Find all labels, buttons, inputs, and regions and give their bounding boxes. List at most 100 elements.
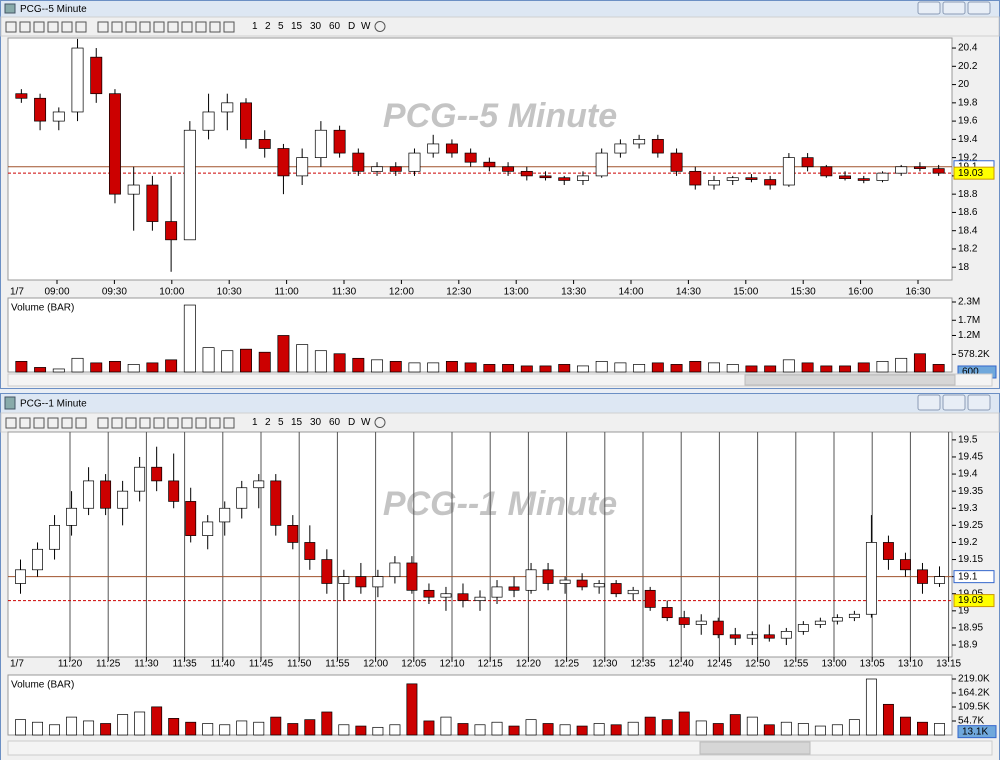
window-title: PCG--1 Minute (20, 399, 87, 410)
timeframe-button[interactable]: 15 (291, 417, 303, 428)
toolbar-icon[interactable] (125, 417, 137, 429)
toolbar-icon[interactable] (153, 21, 165, 33)
maximize-button[interactable] (942, 394, 966, 411)
toolbar-icon[interactable] (139, 417, 151, 429)
toolbar-icon[interactable] (111, 417, 123, 429)
y-tick-label: 19.6 (958, 116, 978, 127)
toolbar-icon[interactable] (19, 417, 31, 429)
x-tick-label: 11:30 (134, 659, 159, 670)
x-tick-label: 12:50 (745, 659, 770, 670)
volume-bar (502, 364, 515, 373)
price-tag-label: 19.03 (958, 168, 983, 179)
scroll-thumb[interactable] (744, 374, 956, 386)
toolbar-icon[interactable] (97, 417, 109, 429)
timeframe-button[interactable]: 2 (265, 21, 271, 32)
minimize-button[interactable] (917, 394, 941, 411)
close-button[interactable] (967, 394, 991, 411)
volume-bar (876, 360, 889, 373)
toolbar-icon[interactable] (33, 417, 45, 429)
toolbar-icon[interactable] (125, 21, 137, 33)
candle-body (15, 569, 26, 584)
timeframe-button[interactable]: W (361, 21, 371, 32)
candle-body (491, 586, 503, 598)
candle-body (729, 634, 741, 639)
x-tick-label: 12:05 (401, 659, 426, 670)
minimize-button[interactable] (917, 1, 941, 15)
timeframe-button[interactable]: 5 (278, 21, 284, 32)
timeframe-button[interactable]: 5 (278, 417, 284, 428)
candle-body (558, 177, 571, 181)
volume-bar (258, 351, 271, 373)
timeframe-button[interactable]: 1 (252, 417, 258, 428)
timeframe-button[interactable]: 30 (310, 21, 322, 32)
toolbar-icon[interactable] (33, 21, 45, 33)
timeframe-button[interactable]: D (348, 21, 355, 32)
x-tick-label: 12:25 (554, 659, 579, 670)
timeframe-button[interactable]: 15 (291, 21, 303, 32)
candle-body (695, 620, 707, 625)
candle-body (895, 166, 908, 174)
y-tick-label: 19.4 (958, 469, 978, 480)
timeframe-button[interactable]: 2 (265, 417, 271, 428)
toolbar-icon[interactable] (223, 21, 235, 33)
toolbar-icon[interactable] (61, 21, 73, 33)
candle-body (440, 593, 452, 598)
toolbar-icon[interactable] (167, 21, 179, 33)
timeframe-button[interactable]: 60 (329, 21, 341, 32)
toolbar-icon[interactable] (97, 21, 109, 33)
toolbar-icon[interactable] (209, 21, 221, 33)
toolbar-icon[interactable] (167, 417, 179, 429)
toolbar-icon[interactable] (195, 21, 207, 33)
toolbar-icon[interactable] (223, 417, 235, 429)
candle-body (763, 634, 775, 639)
volume-bar (857, 362, 870, 373)
toolbar-icon[interactable] (153, 417, 165, 429)
x-tick-label: 13:15 (936, 659, 961, 670)
maximize-button[interactable] (942, 1, 966, 15)
scrollbar[interactable] (7, 740, 993, 756)
candle-body (782, 157, 795, 186)
toolbar-icon[interactable] (209, 417, 221, 429)
timeframe-button[interactable]: 1 (252, 21, 258, 32)
timeframe-button[interactable]: 60 (329, 417, 341, 428)
volume-bar (127, 364, 140, 373)
candle-body (371, 166, 384, 172)
window-icon (4, 3, 16, 14)
toolbar-icon[interactable] (47, 21, 59, 33)
y-tick-label: 18.8 (958, 189, 978, 200)
toolbar-icon[interactable] (75, 21, 87, 33)
timeframe-button[interactable]: D (348, 417, 355, 428)
toolbar-icon[interactable] (111, 21, 123, 33)
volume-bar (253, 721, 265, 736)
toolbar-icon[interactable] (47, 417, 59, 429)
toolbar-icon[interactable] (139, 21, 151, 33)
timeframe-button[interactable]: W (361, 417, 371, 428)
x-tick-label: 12:00 (363, 659, 388, 670)
y-tick-label: 19.45 (958, 452, 983, 463)
scroll-thumb[interactable] (699, 741, 811, 755)
y-tick-label: 18.2 (958, 244, 978, 255)
toolbar-icon[interactable] (5, 417, 17, 429)
toolbar-icon[interactable] (374, 21, 386, 32)
toolbar-icon[interactable] (195, 417, 207, 429)
close-button[interactable] (967, 1, 991, 15)
volume-bar (34, 367, 47, 373)
candle-body (576, 579, 588, 588)
x-tick-label: 16:00 (848, 287, 873, 298)
toolbar-icon[interactable] (181, 21, 193, 33)
volume-bar (185, 721, 197, 736)
candle-body (814, 620, 826, 625)
toolbar-icon[interactable] (5, 21, 17, 33)
toolbar-icon[interactable] (75, 417, 87, 429)
volume-bar (66, 716, 78, 736)
toolbar-icon[interactable] (374, 417, 386, 428)
toolbar-icon[interactable] (61, 417, 73, 429)
toolbar-icon[interactable] (19, 21, 31, 33)
x-tick-label: 11:50 (287, 659, 312, 670)
timeframe-button[interactable]: 30 (310, 417, 322, 428)
candle-body (593, 583, 605, 588)
volume-bar (814, 725, 826, 736)
toolbar-icon[interactable] (181, 417, 193, 429)
x-tick-label: 13:10 (898, 659, 923, 670)
